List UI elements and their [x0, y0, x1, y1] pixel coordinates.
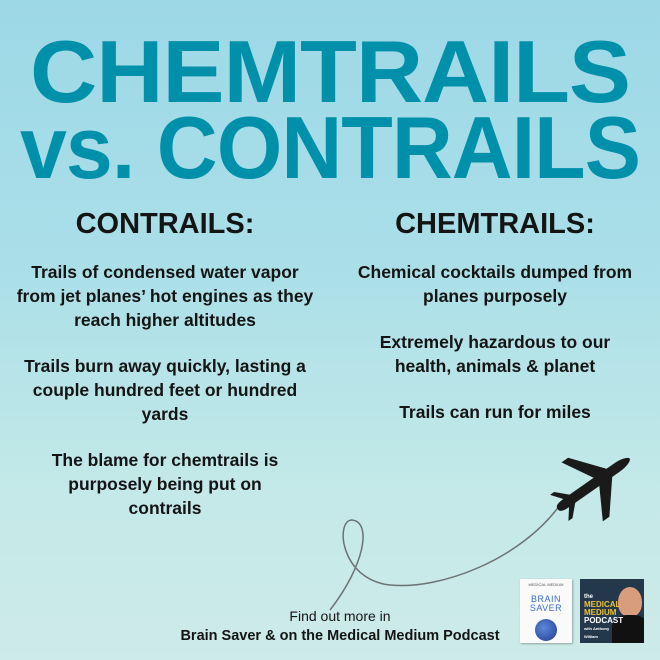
host-face: [618, 587, 642, 617]
podcast-title-2: MEDIUM: [584, 608, 617, 617]
podcast-cover: the MEDICAL MEDIUM PODCAST with Anthony …: [580, 579, 644, 643]
podcast-title-1: MEDICAL: [584, 600, 621, 609]
contrails-heading: CONTRAILS:: [75, 208, 255, 240]
footer-line-2: Brain Saver & on the Medical Medium Podc…: [180, 628, 500, 644]
chemtrails-column: CHEMTRAILS: Chemical cocktails dumped fr…: [330, 204, 660, 446]
podcast-the: the: [584, 594, 593, 600]
brain-saver-book-cover: MEDICAL MEDIUM BRAIN SAVER: [520, 579, 572, 643]
book-title-2: SAVER: [529, 603, 563, 613]
chemtrails-item: Chemical cocktails dumped from planes pu…: [357, 262, 633, 306]
contrails-item: The blame for chemtrails is purposely be…: [51, 450, 279, 518]
host-body: [612, 615, 644, 643]
footer-text: Find out more in Brain Saver & on the Me…: [160, 606, 520, 646]
chemtrails-item: Trails can run for miles: [399, 402, 591, 422]
podcast-with: with Anthony William: [584, 626, 610, 639]
chemtrails-heading: CHEMTRAILS:: [395, 208, 595, 240]
podcast-title-3: PODCAST: [584, 616, 624, 625]
book-title-1: BRAIN: [530, 594, 561, 604]
flight-path-loop: [329, 504, 561, 611]
chemtrails-item: Extremely hazardous to our health, anima…: [379, 332, 611, 376]
title-line-1: CHEMTRAILS: [29, 22, 631, 121]
footer-line-1: Find out more in: [289, 608, 391, 624]
title-line-2: vs. CONTRAILS: [19, 98, 641, 197]
contrails-item: Trails burn away quickly, lasting a coup…: [24, 356, 306, 424]
blueberry-image: [535, 619, 557, 641]
contrails-column: CONTRAILS: Trails of condensed water vap…: [0, 204, 330, 542]
airplane-icon: [550, 457, 630, 522]
contrails-item: Trails of condensed water vapor from jet…: [16, 262, 314, 330]
book-brand: MEDICAL MEDIUM: [528, 582, 564, 587]
